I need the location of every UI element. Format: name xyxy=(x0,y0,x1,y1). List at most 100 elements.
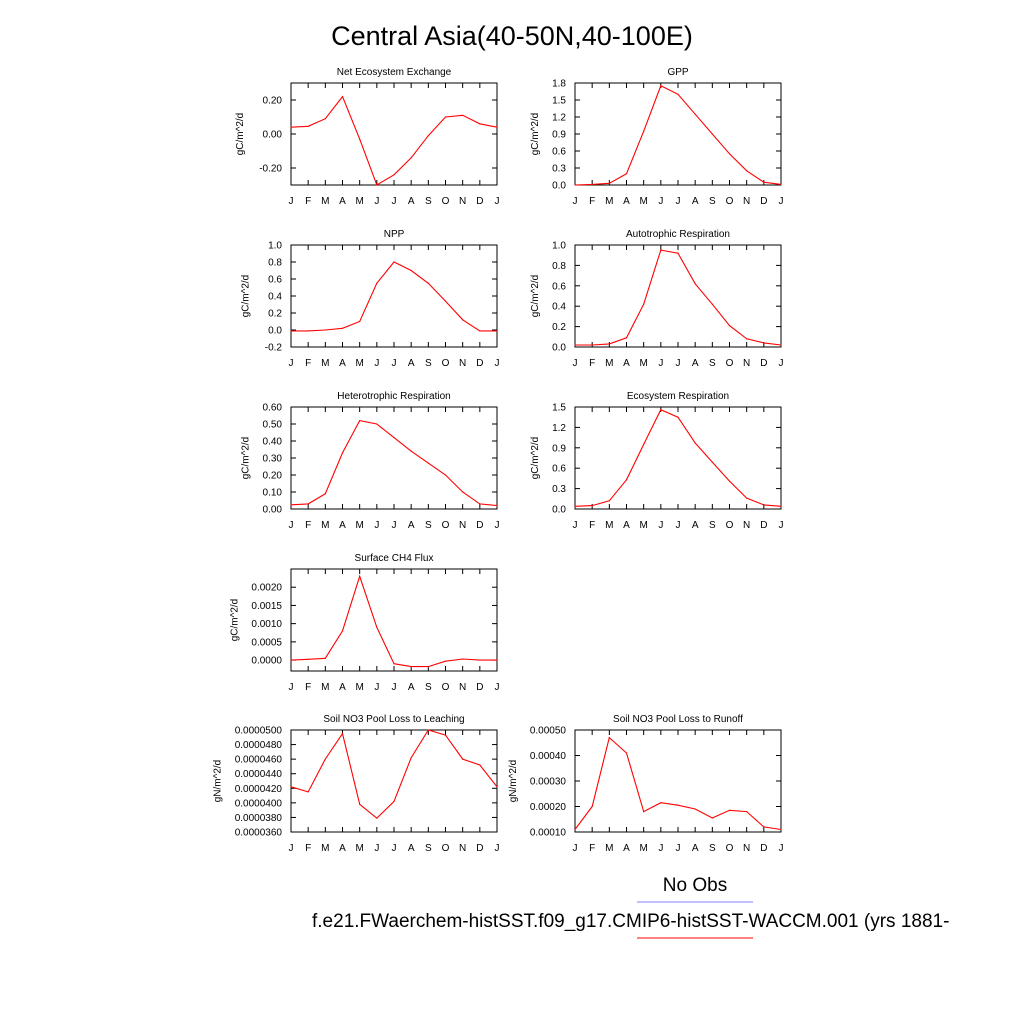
x-tick-label: S xyxy=(709,843,716,854)
data-point xyxy=(359,575,361,577)
x-tick-label: J xyxy=(374,358,379,369)
series-line xyxy=(290,419,498,507)
y-tick-label: 0.0000400 xyxy=(235,798,283,809)
data-point xyxy=(608,500,610,502)
x-tick-label: O xyxy=(442,682,450,693)
y-tick-label: 0.20 xyxy=(263,471,283,482)
x-tick-label: A xyxy=(692,843,699,854)
y-axis-label: gC/m^2/d xyxy=(530,275,541,318)
y-tick-label: 0.2 xyxy=(552,322,566,333)
x-tick-label: J xyxy=(779,520,784,531)
series-line xyxy=(290,574,497,668)
y-tick-label: 0.10 xyxy=(263,488,283,499)
y-tick-label: 0.00050 xyxy=(530,726,567,737)
data-point xyxy=(746,170,748,172)
x-tick-label: J xyxy=(392,358,397,369)
data-point xyxy=(376,817,378,819)
data-point xyxy=(643,811,645,813)
data-point xyxy=(376,282,378,284)
x-tick-label: J xyxy=(676,196,681,207)
x-tick-label: J xyxy=(573,520,578,531)
series-line xyxy=(290,95,498,186)
data-point xyxy=(341,327,344,329)
data-point xyxy=(728,324,731,327)
data-point xyxy=(393,261,395,263)
y-tick-label: 0.30 xyxy=(263,454,283,465)
data-point xyxy=(307,125,309,127)
data-point xyxy=(462,658,464,660)
y-tick-label: 0.00 xyxy=(263,130,283,141)
y-tick-label: 0.0000500 xyxy=(235,726,283,737)
x-tick-label: A xyxy=(408,196,415,207)
y-axis-label: gC/m^2/d xyxy=(235,113,246,156)
y-tick-label: 0.0000440 xyxy=(235,769,283,780)
y-tick-label: 0.0000420 xyxy=(235,784,283,795)
data-point xyxy=(444,734,447,736)
data-point xyxy=(444,660,447,662)
data-point xyxy=(462,319,464,321)
data-point xyxy=(728,480,731,482)
data-point xyxy=(711,303,713,305)
x-tick-label: N xyxy=(743,843,750,854)
data-point xyxy=(643,303,645,305)
y-tick-label: 0.00020 xyxy=(530,802,567,813)
data-point xyxy=(608,737,610,739)
data-point xyxy=(694,283,696,285)
data-point xyxy=(444,116,447,118)
data-point xyxy=(376,423,378,425)
x-tick-label: D xyxy=(760,843,767,854)
plot-frame xyxy=(574,244,782,348)
y-axis-label: gC/m^2/d xyxy=(530,113,541,156)
panel-title: NPP xyxy=(384,229,405,240)
data-point xyxy=(496,786,498,788)
x-tick-label: M xyxy=(321,682,329,693)
x-tick-label: J xyxy=(495,682,500,693)
plot-frame xyxy=(290,244,498,348)
y-tick-label: 0.0000480 xyxy=(235,740,283,751)
x-tick-label: A xyxy=(339,843,346,854)
x-tick-label: J xyxy=(658,196,663,207)
data-point xyxy=(479,503,481,505)
y-tick-label: 0.9 xyxy=(552,443,566,454)
data-point xyxy=(711,817,713,819)
data-point xyxy=(660,249,662,251)
data-point xyxy=(341,452,344,454)
x-tick-label: J xyxy=(495,843,500,854)
x-tick-label: A xyxy=(408,358,415,369)
y-tick-label: 0.2 xyxy=(268,309,282,320)
data-point xyxy=(496,126,498,128)
x-tick-label: J xyxy=(374,520,379,531)
x-tick-label: M xyxy=(355,358,363,369)
y-tick-label: 0.6 xyxy=(552,147,566,158)
x-tick-label: J xyxy=(676,520,681,531)
series-line xyxy=(575,249,782,346)
data-point xyxy=(359,138,361,140)
x-tick-label: J xyxy=(779,843,784,854)
y-axis-label: gN/m^2/d xyxy=(508,760,519,803)
panel-title: Surface CH4 Flux xyxy=(355,553,434,564)
data-point xyxy=(591,805,593,808)
x-tick-label: N xyxy=(459,843,466,854)
data-point xyxy=(324,493,326,495)
data-point xyxy=(324,118,326,120)
y-tick-label: 0.0 xyxy=(268,326,282,337)
data-point xyxy=(496,330,498,332)
panel-title: Soil NO3 Pool Loss to Leaching xyxy=(323,714,464,725)
y-tick-label: 1.5 xyxy=(552,96,566,107)
panel-title: Ecosystem Respiration xyxy=(627,391,729,402)
y-tick-label: 0.0 xyxy=(552,505,566,516)
y-tick-label: 0.00030 xyxy=(530,777,567,788)
x-tick-label: F xyxy=(589,520,595,531)
data-point xyxy=(780,828,782,831)
data-point xyxy=(290,126,292,128)
plot-frame xyxy=(290,82,498,186)
x-tick-label: N xyxy=(743,196,750,207)
x-tick-label: F xyxy=(589,196,595,207)
y-tick-label: 0.0020 xyxy=(251,583,282,594)
x-tick-label: J xyxy=(289,196,294,207)
data-point xyxy=(307,658,309,660)
x-tick-label: A xyxy=(339,358,346,369)
data-point xyxy=(728,153,731,155)
